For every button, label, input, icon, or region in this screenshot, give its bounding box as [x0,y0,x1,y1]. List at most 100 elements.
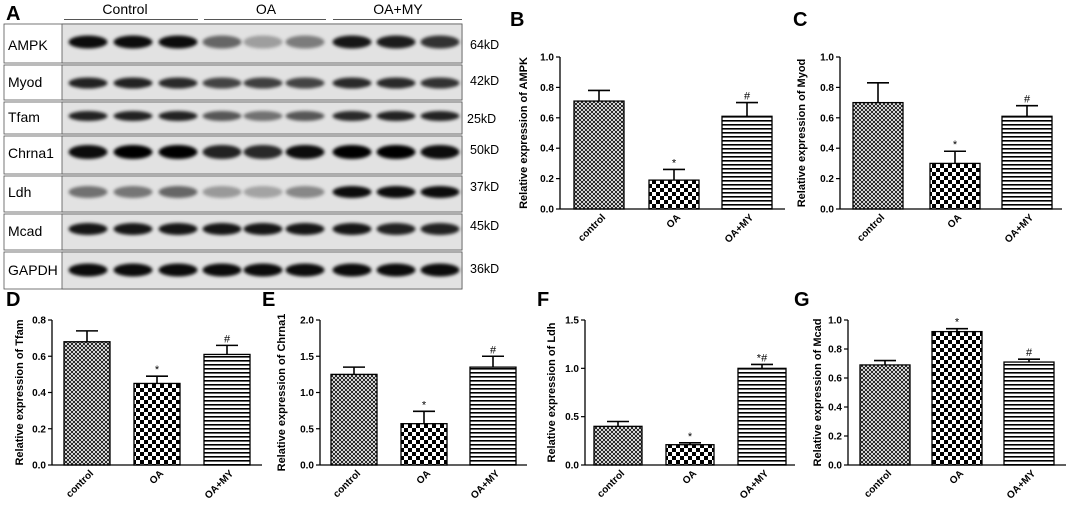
y-tick-label: 2.0 [300,316,314,327]
molecular-weight-label: 37kD [470,180,499,194]
x-category-label: OA+MY [738,468,771,501]
bar-chart-b: B Relative expression of AMPK control * OA # O… [510,9,785,245]
blot-row-ampk: AMPK 64kD [3,23,499,64]
blot-band [158,77,198,89]
x-category-label: OA+MY [1003,212,1036,245]
y-tick-label: 0.2 [540,174,554,185]
blot-row-gapdh: GAPDH 36kD [3,251,499,290]
blot-band [285,35,325,49]
group-label-oa: OA [256,1,277,17]
y-tick-label: 0.8 [540,83,554,94]
blot-band [332,223,372,235]
blot-band [243,35,283,49]
y-tick-label: 0.2 [32,424,46,435]
protein-label: GAPDH [8,262,58,278]
y-axis-label: Relative expression of Myod [796,59,808,208]
blot-band [68,111,108,121]
panel-label: D [6,289,20,311]
y-tick-label: 0.0 [828,461,842,472]
blot-band [243,145,283,159]
bar-control [859,364,911,466]
molecular-weight-label: 50kD [470,143,499,157]
protein-label: Ldh [8,184,31,200]
blot-band [420,186,460,198]
bar-oa [931,330,983,466]
significance-marker: * [955,317,960,329]
x-category-label: control [64,468,96,500]
y-tick-label: 0.0 [300,461,314,472]
y-tick-label: 1.0 [540,53,554,64]
molecular-weight-label: 36kD [470,262,499,276]
blot-band [243,186,283,198]
bar-oa [929,162,981,210]
significance-marker: * [672,157,677,169]
y-tick-label: 0.5 [300,424,314,435]
blot-band [113,77,153,89]
y-tick-label: 0.6 [820,113,834,124]
x-category-label: control [576,212,608,244]
x-category-label: OA [148,468,166,486]
bar-oa-my [1001,115,1053,210]
bar-control [573,100,625,210]
bar-chart-c: C Relative expression of Myod control * OA # O… [793,9,1062,245]
panel-label: F [537,289,549,311]
panel-label: B [510,9,524,31]
blot-band [68,145,108,159]
blot-band [376,35,416,49]
significance-marker: * [953,139,958,151]
bar-control [593,425,643,466]
blot-band [285,186,325,198]
blot-band [113,111,153,121]
blot-band [202,111,242,121]
bar-control [330,373,378,466]
significance-marker: # [1024,94,1031,106]
panel-label: C [793,9,807,31]
y-tick-label: 0.6 [828,374,842,385]
blot-band [158,263,198,277]
blot-band [158,111,198,121]
y-tick-label: 0.4 [540,144,554,155]
blot-band [376,77,416,89]
blot-band [68,186,108,198]
blot-band [113,223,153,235]
y-tick-label: 0.8 [820,83,834,94]
blot-band [68,35,108,49]
bar-control [63,341,111,466]
blot-row-myod: Myod 42kD [3,64,499,101]
blot-band [376,111,416,121]
blot-band [420,145,460,159]
blot-band [332,186,372,198]
blot-row-tfam: Tfam 25kD [3,101,496,135]
significance-marker: # [744,91,751,103]
y-tick-label: 0.6 [540,113,554,124]
blot-band [332,145,372,159]
y-tick-label: 0.5 [565,412,579,423]
blot-band [113,186,153,198]
blot-band [332,263,372,277]
significance-marker: * [422,399,427,411]
blot-band [285,111,325,121]
y-tick-label: 1.5 [300,352,314,363]
y-tick-label: 1.0 [828,316,842,327]
western-blot-panel: A Control OA OA+MY AMPK 64kD Myod 42kD Tfam 2… [3,1,499,290]
x-category-label: OA+MY [1005,468,1038,501]
blot-band [420,263,460,277]
y-tick-label: 0.2 [820,174,834,185]
blot-band [243,263,283,277]
blot-band [113,145,153,159]
blot-row-ldh: Ldh 37kD [3,175,499,213]
bar-oa [133,382,181,466]
x-category-label: control [595,468,627,500]
blot-band [68,223,108,235]
significance-marker: *# [757,352,768,364]
panel-label: A [6,3,20,25]
protein-label: Chrna1 [8,145,54,161]
molecular-weight-label: 64kD [470,38,499,52]
x-category-label: OA+MY [203,468,236,501]
blot-band [243,223,283,235]
y-tick-label: 0.2 [828,432,842,443]
y-tick-label: 0.4 [828,403,842,414]
y-tick-label: 1.0 [300,388,314,399]
bar-oa-my [203,353,251,466]
